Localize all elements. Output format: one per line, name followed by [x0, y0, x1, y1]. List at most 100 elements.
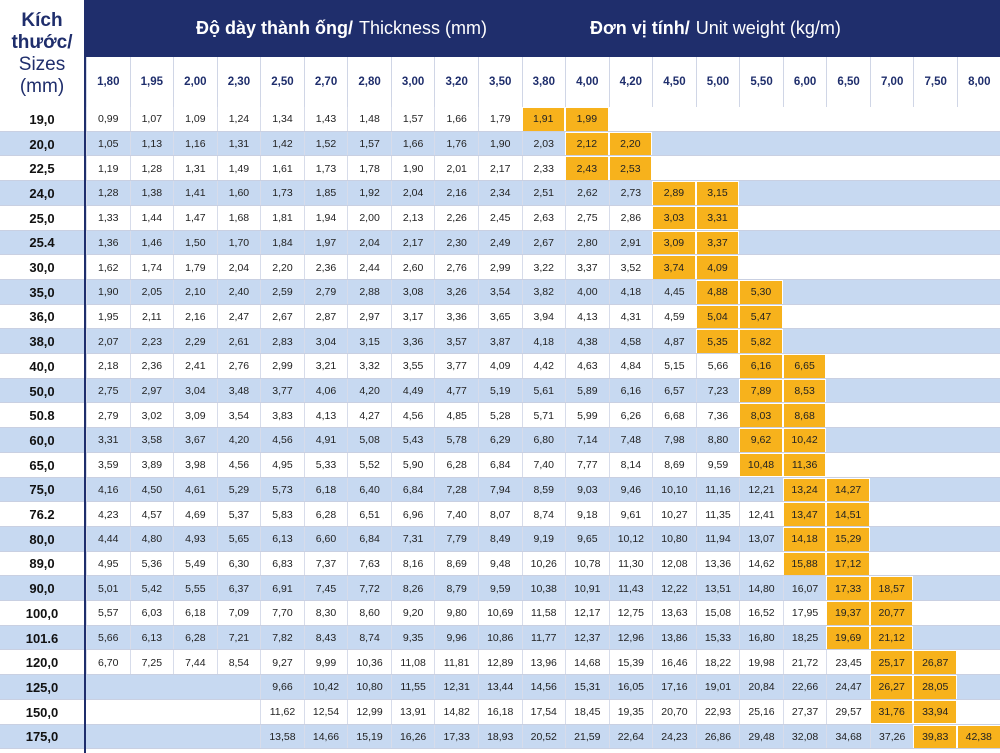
row-size-label: 75,0 [29, 482, 55, 498]
weight-cell: 3,09 [173, 403, 217, 429]
weight-cell: 2,16 [434, 181, 478, 206]
row-size-label: 36,0 [29, 309, 55, 325]
weight-cell: 7,31 [390, 526, 435, 552]
weight-cell: 1,16 [173, 131, 217, 157]
weight-cell: 7,77 [565, 452, 609, 478]
weight-cell: 11,55 [390, 675, 435, 700]
weight-cell: 5,65 [216, 526, 261, 552]
weight-cell: 13,44 [477, 675, 522, 700]
weight-cell: 1,38 [129, 181, 174, 206]
weight-cell: 12,31 [434, 675, 478, 700]
weight-cell: 2,00 [347, 205, 391, 231]
weight-cell: 14,27 [826, 477, 870, 503]
weight-cell: 17,16 [652, 675, 696, 700]
size-column-divider [84, 0, 86, 753]
weight-cell: 12,17 [565, 601, 609, 626]
thickness-header-8: 3,20 [434, 57, 478, 107]
thickness-header-20: 8,00 [957, 57, 1000, 107]
weight-cell: 2,76 [434, 255, 478, 280]
weight-cell: 6,40 [347, 477, 391, 503]
weight-cell: 4,91 [303, 428, 348, 453]
weight-cell: 3,02 [129, 403, 174, 429]
weight-cell: 16,05 [608, 675, 653, 700]
weight-cell: 2,51 [521, 181, 566, 206]
weight-cell: 9,99 [303, 650, 348, 676]
weight-cell: 17,12 [826, 551, 870, 577]
weight-cell: 7,48 [608, 428, 653, 453]
weight-cell: 3,21 [303, 354, 348, 379]
weight-cell: 4,59 [652, 304, 696, 330]
weight-cell: 9,18 [565, 502, 609, 527]
weight-cell: 18,45 [565, 699, 609, 725]
weight-cell: 2,43 [565, 156, 609, 182]
size-column-header: Kích thước/ Sizes (mm) [0, 0, 84, 107]
weight-cell: 3,83 [260, 403, 304, 429]
weight-cell: 10,42 [782, 428, 827, 453]
weight-cell: 16,80 [739, 625, 783, 651]
weight-cell: 10,36 [347, 650, 391, 676]
weight-cell: 6,13 [129, 625, 174, 651]
weight-cell: 6,65 [782, 354, 827, 379]
weight-cell: 6,60 [303, 526, 348, 552]
table-row [0, 279, 1000, 305]
weight-cell: 10,80 [347, 675, 391, 700]
weight-cell: 2,17 [477, 156, 522, 182]
weight-cell: 1,94 [303, 205, 348, 231]
weight-cell: 37,26 [869, 724, 914, 750]
thickness-header-13: 4,50 [652, 57, 696, 107]
weight-cell: 4,09 [477, 354, 522, 379]
weight-cell: 5,66 [695, 354, 740, 379]
weight-cell: 2,75 [565, 205, 609, 231]
weight-cell: 11,35 [695, 502, 740, 527]
row-divider [0, 204, 1000, 206]
row-size-label: 24,0 [29, 185, 55, 201]
weight-cell: 2,41 [173, 354, 217, 379]
weight-cell: 29,57 [826, 699, 870, 725]
weight-cell: 3,87 [477, 329, 522, 354]
weight-cell: 13,96 [521, 650, 566, 676]
weight-cell: 19,69 [826, 625, 870, 651]
weight-cell: 8,03 [739, 403, 783, 429]
weight-cell: 1,36 [86, 230, 130, 256]
thickness-header-3: 2,30 [216, 57, 261, 107]
weight-cell: 7,36 [695, 403, 740, 429]
weight-cell: 8,74 [521, 502, 566, 527]
thickness-header-18: 7,00 [869, 57, 914, 107]
weight-cell: 21,59 [565, 724, 609, 750]
weight-cell: 2,63 [521, 205, 566, 231]
weight-cell: 2,97 [347, 304, 391, 330]
weight-cell: 20,77 [869, 601, 914, 626]
weight-cell: 9,59 [477, 576, 522, 601]
row-size-label: 65,0 [29, 457, 55, 473]
weight-cell: 5,55 [173, 576, 217, 601]
weight-cell: 4,06 [303, 378, 348, 404]
weight-cell: 2,17 [390, 230, 435, 256]
weight-cell: 13,63 [652, 601, 696, 626]
row-size-label: 38,0 [29, 334, 55, 350]
weight-cell: 6,83 [260, 551, 304, 577]
row-divider [0, 649, 1000, 651]
weight-cell: 12,96 [608, 625, 653, 651]
weight-cell: 2,79 [86, 403, 130, 429]
weight-cell: 21,72 [782, 650, 827, 676]
unit-weight-title-en: Unit weight (kg/m) [695, 18, 841, 38]
weight-cell: 6,16 [739, 354, 783, 379]
weight-cell: 5,15 [652, 354, 696, 379]
weight-cell: 20,84 [739, 675, 783, 700]
row-size-label: 90,0 [29, 581, 55, 597]
weight-cell: 8,60 [347, 601, 391, 626]
weight-cell: 4,18 [608, 279, 653, 305]
table-row [0, 452, 1000, 478]
weight-cell: 19,01 [695, 675, 740, 700]
weight-cell: 8,30 [303, 601, 348, 626]
weight-cell: 15,08 [695, 601, 740, 626]
weight-cell: 8,79 [434, 576, 478, 601]
row-divider [0, 427, 1000, 429]
weight-cell: 3,31 [86, 428, 130, 453]
weight-cell: 13,86 [652, 625, 696, 651]
weight-cell: 3,26 [434, 279, 478, 305]
weight-cell: 6,28 [173, 625, 217, 651]
weight-cell: 4,69 [173, 502, 217, 527]
weight-cell: 4,13 [303, 403, 348, 429]
